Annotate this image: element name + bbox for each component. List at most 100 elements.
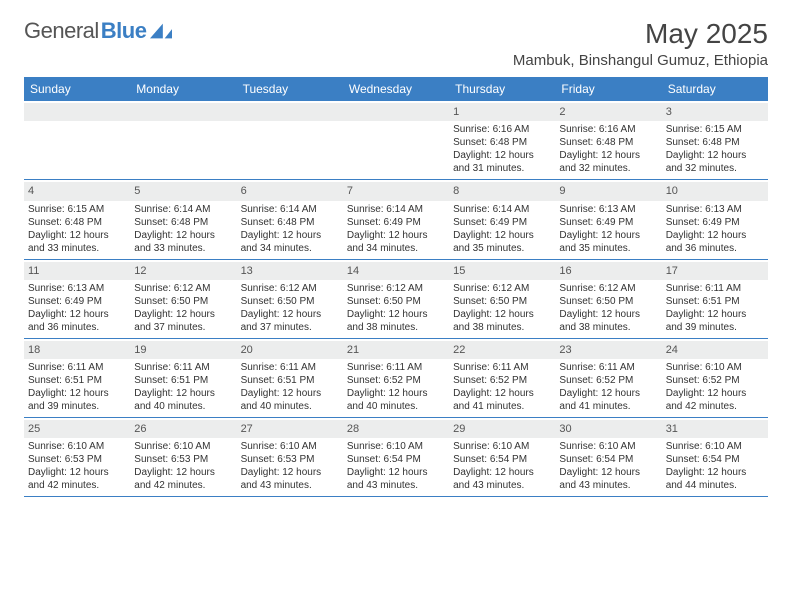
sunset-text: Sunset: 6:53 PM <box>28 453 126 466</box>
daylight-text: and 37 minutes. <box>241 321 339 334</box>
week-row: 18Sunrise: 6:11 AMSunset: 6:51 PMDayligh… <box>24 339 768 418</box>
day-cell: 23Sunrise: 6:11 AMSunset: 6:52 PMDayligh… <box>555 339 661 417</box>
sunrise-text: Sunrise: 6:10 AM <box>134 440 232 453</box>
day-cell: 12Sunrise: 6:12 AMSunset: 6:50 PMDayligh… <box>130 260 236 338</box>
sunrise-text: Sunrise: 6:10 AM <box>559 440 657 453</box>
daylight-text: Daylight: 12 hours <box>666 466 764 479</box>
daylight-text: and 42 minutes. <box>666 400 764 413</box>
daylight-text: Daylight: 12 hours <box>241 466 339 479</box>
sunset-text: Sunset: 6:51 PM <box>241 374 339 387</box>
daylight-text: Daylight: 12 hours <box>28 308 126 321</box>
day-cell: 1Sunrise: 6:16 AMSunset: 6:48 PMDaylight… <box>449 101 555 179</box>
day-cell <box>24 101 130 179</box>
day-number: 3 <box>662 103 768 121</box>
daylight-text: Daylight: 12 hours <box>666 149 764 162</box>
day-cell: 16Sunrise: 6:12 AMSunset: 6:50 PMDayligh… <box>555 260 661 338</box>
day-number: 4 <box>24 182 130 200</box>
page-title: May 2025 <box>513 18 768 50</box>
empty-day-header <box>343 103 449 121</box>
day-cell: 24Sunrise: 6:10 AMSunset: 6:52 PMDayligh… <box>662 339 768 417</box>
daylight-text: Daylight: 12 hours <box>241 387 339 400</box>
sunrise-text: Sunrise: 6:14 AM <box>347 203 445 216</box>
day-number: 31 <box>662 420 768 438</box>
sunset-text: Sunset: 6:54 PM <box>453 453 551 466</box>
sunset-text: Sunset: 6:51 PM <box>28 374 126 387</box>
daylight-text: Daylight: 12 hours <box>28 466 126 479</box>
daylight-text: Daylight: 12 hours <box>134 466 232 479</box>
sunrise-text: Sunrise: 6:10 AM <box>347 440 445 453</box>
sunset-text: Sunset: 6:52 PM <box>559 374 657 387</box>
day-cell: 26 Sunrise: 6:10 AMSunset: 6:53 PMDayligh… <box>130 418 236 496</box>
daylight-text: and 43 minutes. <box>559 479 657 492</box>
day-number: 8 <box>449 182 555 200</box>
day-header-cell: Saturday <box>662 77 768 101</box>
day-number: 5 <box>130 182 236 200</box>
day-cell: 2Sunrise: 6:16 AMSunset: 6:48 PMDaylight… <box>555 101 661 179</box>
logo-sail-icon <box>150 23 172 39</box>
daylight-text: and 38 minutes. <box>559 321 657 334</box>
sunrise-text: Sunrise: 6:10 AM <box>666 440 764 453</box>
day-header-cell: Thursday <box>449 77 555 101</box>
empty-day-header <box>130 103 236 121</box>
daylight-text: and 44 minutes. <box>666 479 764 492</box>
location-label: Mambuk, Binshangul Gumuz, Ethiopia <box>513 52 768 69</box>
daylight-text: Daylight: 12 hours <box>347 229 445 242</box>
sunset-text: Sunset: 6:48 PM <box>241 216 339 229</box>
day-header-row: SundayMondayTuesdayWednesdayThursdayFrid… <box>24 77 768 101</box>
sunrise-text: Sunrise: 6:10 AM <box>666 361 764 374</box>
daylight-text: Daylight: 12 hours <box>559 308 657 321</box>
daylight-text: and 32 minutes. <box>666 162 764 175</box>
day-header-cell: Friday <box>555 77 661 101</box>
sunset-text: Sunset: 6:49 PM <box>453 216 551 229</box>
day-cell: 6Sunrise: 6:14 AMSunset: 6:48 PMDaylight… <box>237 180 343 258</box>
day-number: 18 <box>24 341 130 359</box>
sunset-text: Sunset: 6:50 PM <box>453 295 551 308</box>
daylight-text: and 33 minutes. <box>28 242 126 255</box>
sunrise-text: Sunrise: 6:10 AM <box>453 440 551 453</box>
day-cell: 28Sunrise: 6:10 AMSunset: 6:54 PMDayligh… <box>343 418 449 496</box>
sunset-text: Sunset: 6:52 PM <box>453 374 551 387</box>
daylight-text: and 31 minutes. <box>453 162 551 175</box>
daylight-text: Daylight: 12 hours <box>28 229 126 242</box>
sunset-text: Sunset: 6:49 PM <box>28 295 126 308</box>
sunrise-text: Sunrise: 6:15 AM <box>666 123 764 136</box>
sunset-text: Sunset: 6:48 PM <box>28 216 126 229</box>
day-number: 14 <box>343 262 449 280</box>
day-number: 6 <box>237 182 343 200</box>
sunset-text: Sunset: 6:50 PM <box>241 295 339 308</box>
daylight-text: Daylight: 12 hours <box>559 387 657 400</box>
sunrise-text: Sunrise: 6:16 AM <box>453 123 551 136</box>
day-number: 10 <box>662 182 768 200</box>
daylight-text: and 40 minutes. <box>241 400 339 413</box>
sunrise-text: Sunrise: 6:13 AM <box>559 203 657 216</box>
day-number: 30 <box>555 420 661 438</box>
day-cell <box>343 101 449 179</box>
day-number: 12 <box>130 262 236 280</box>
daylight-text: and 37 minutes. <box>134 321 232 334</box>
daylight-text: Daylight: 12 hours <box>134 308 232 321</box>
daylight-text: and 32 minutes. <box>559 162 657 175</box>
day-cell: 7Sunrise: 6:14 AMSunset: 6:49 PMDaylight… <box>343 180 449 258</box>
day-cell: 11Sunrise: 6:13 AMSunset: 6:49 PMDayligh… <box>24 260 130 338</box>
day-cell: 25Sunrise: 6:10 AMSunset: 6:53 PMDayligh… <box>24 418 130 496</box>
day-header-cell: Wednesday <box>343 77 449 101</box>
day-cell: 9Sunrise: 6:13 AMSunset: 6:49 PMDaylight… <box>555 180 661 258</box>
sunrise-text: Sunrise: 6:13 AM <box>28 282 126 295</box>
day-cell: 19Sunrise: 6:11 AMSunset: 6:51 PMDayligh… <box>130 339 236 417</box>
day-number: 15 <box>449 262 555 280</box>
day-number: 26 <box>130 420 236 438</box>
day-cell: 14Sunrise: 6:12 AMSunset: 6:50 PMDayligh… <box>343 260 449 338</box>
daylight-text: and 39 minutes. <box>28 400 126 413</box>
day-cell: 20Sunrise: 6:11 AMSunset: 6:51 PMDayligh… <box>237 339 343 417</box>
sunset-text: Sunset: 6:50 PM <box>347 295 445 308</box>
day-number: 27 <box>237 420 343 438</box>
calendar: SundayMondayTuesdayWednesdayThursdayFrid… <box>24 77 768 497</box>
day-number: 16 <box>555 262 661 280</box>
sunset-text: Sunset: 6:48 PM <box>559 136 657 149</box>
week-row: 11Sunrise: 6:13 AMSunset: 6:49 PMDayligh… <box>24 260 768 339</box>
sunset-text: Sunset: 6:53 PM <box>134 453 232 466</box>
sunrise-text: Sunrise: 6:13 AM <box>666 203 764 216</box>
day-cell <box>130 101 236 179</box>
day-cell: 22Sunrise: 6:11 AMSunset: 6:52 PMDayligh… <box>449 339 555 417</box>
sunset-text: Sunset: 6:54 PM <box>559 453 657 466</box>
